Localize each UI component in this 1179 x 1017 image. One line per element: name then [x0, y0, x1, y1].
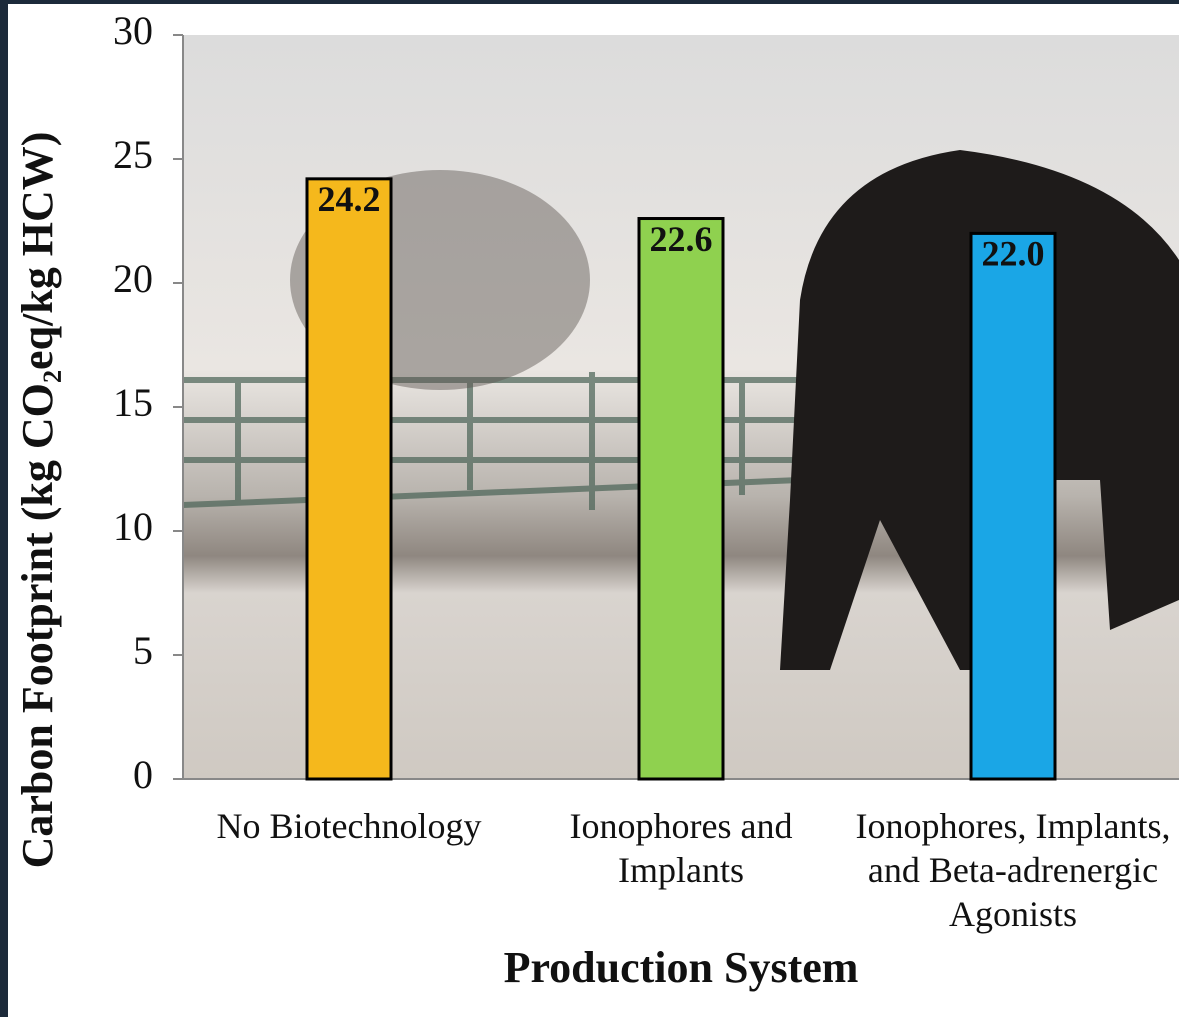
- bar: [637, 217, 725, 781]
- value-label: 22.6: [650, 219, 713, 259]
- y-tick-label: 0: [133, 752, 153, 797]
- x-axis-label: Production System: [504, 943, 859, 992]
- x-tick-label: No Biotechnology: [216, 806, 482, 846]
- left-border: [0, 0, 8, 1017]
- y-tick-label: 20: [113, 256, 153, 301]
- y-axis-label: Carbon Footprint (kg CO₂eq/kg HCW): [13, 132, 62, 869]
- value-label: 24.2: [318, 179, 381, 219]
- y-tick-label: 10: [113, 504, 153, 549]
- bar: [305, 177, 393, 781]
- y-tick-label: 30: [113, 8, 153, 53]
- y-tick-label: 5: [133, 628, 153, 673]
- x-tick-label: Ionophores and Implants: [569, 806, 793, 890]
- y-tick-label: 25: [113, 132, 153, 177]
- x-tick-label: Ionophores, Implants, and Beta-adrenergi…: [855, 806, 1171, 934]
- top-border: [0, 0, 1179, 4]
- value-label: 22.0: [982, 234, 1045, 274]
- bar: [969, 231, 1057, 781]
- y-tick-label: 15: [113, 380, 153, 425]
